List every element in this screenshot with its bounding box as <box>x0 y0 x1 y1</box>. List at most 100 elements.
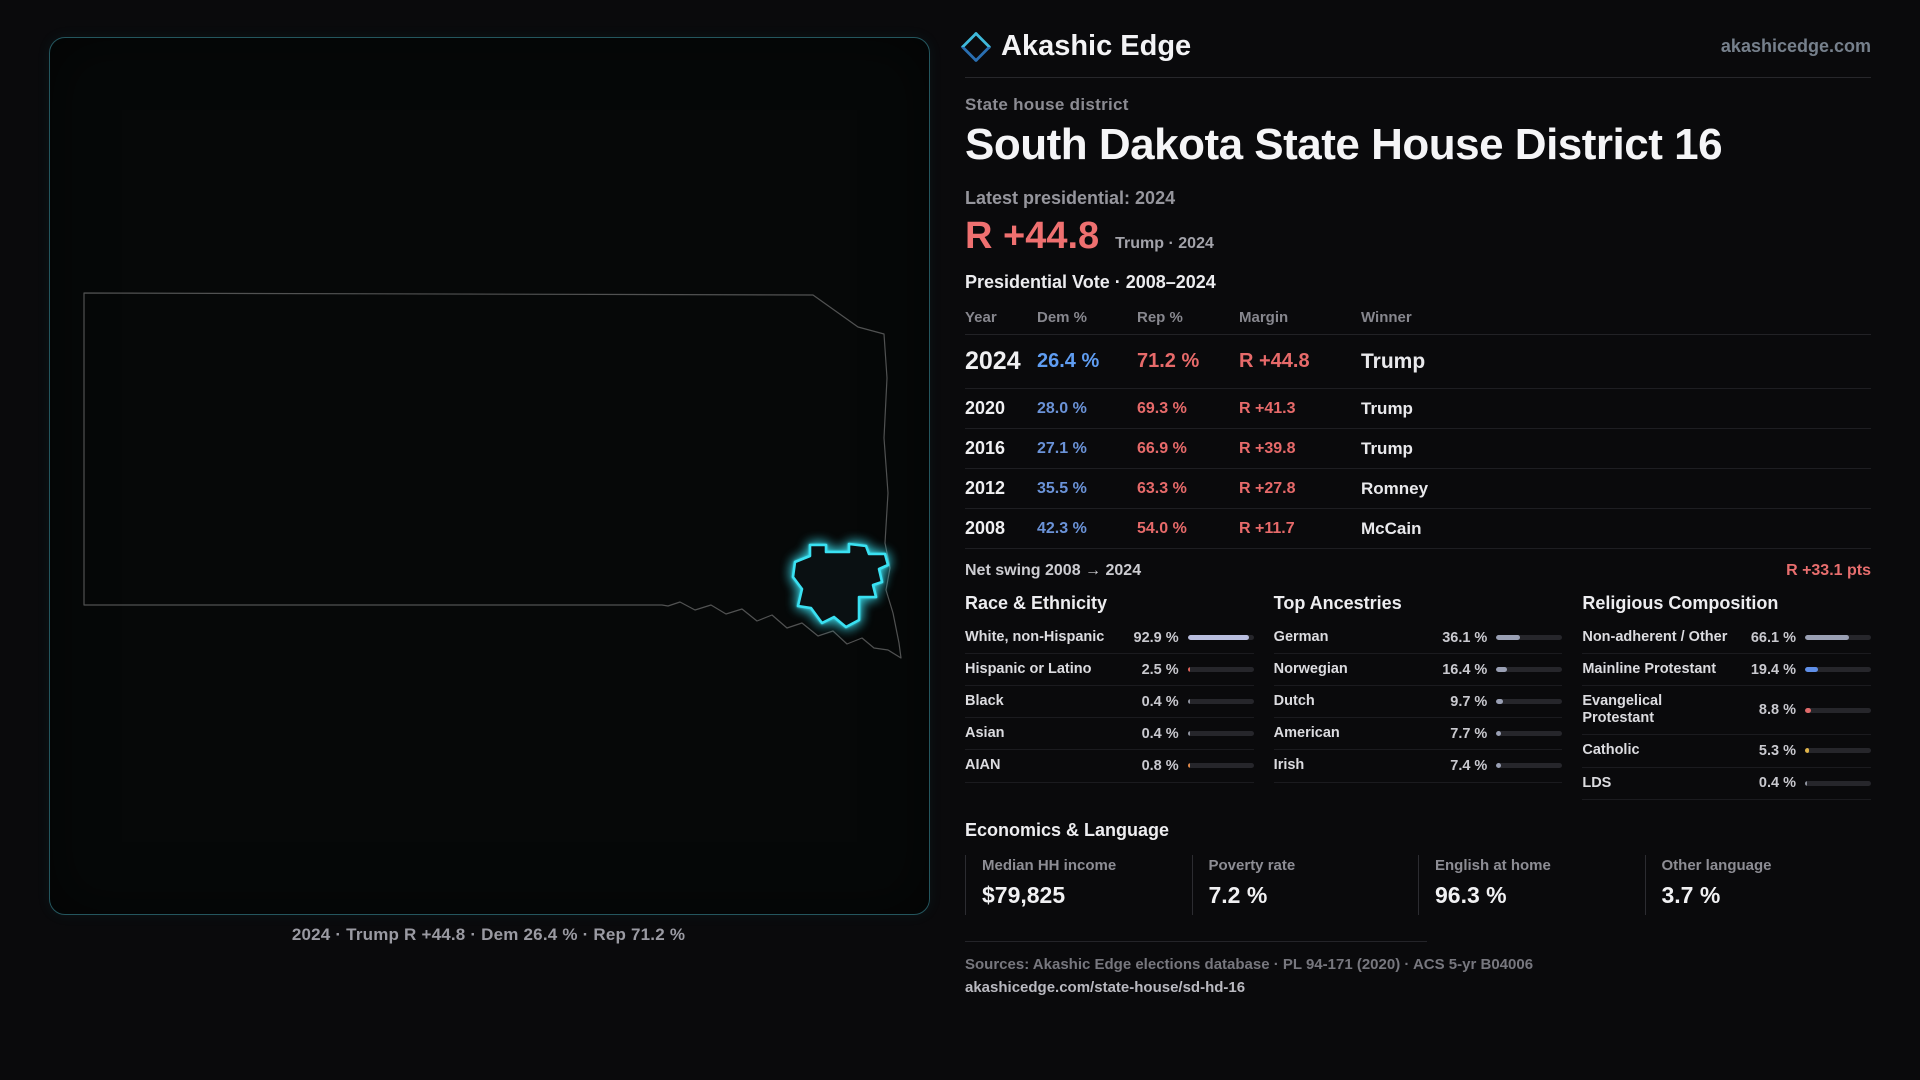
demo-value: 7.4 % <box>1450 757 1488 774</box>
category-label: State house district <box>965 95 1129 114</box>
demo-label: Catholic <box>1582 742 1640 759</box>
demo-label: Norwegian <box>1273 661 1348 678</box>
demo-label: Irish <box>1273 757 1305 774</box>
cell-year: 2024 <box>965 347 1021 375</box>
demo-value: 9.7 % <box>1450 693 1488 710</box>
demo-row: Asian 0.4 % <box>965 718 1254 751</box>
district-16-shape[interactable] <box>791 542 890 629</box>
demo-row: White, non-Hispanic 92.9 % <box>965 622 1254 655</box>
demo-bar-track <box>1496 667 1563 673</box>
headline-margin-sub: Trump · 2024 <box>1115 235 1214 252</box>
cell-rep: 54.0 % <box>1137 519 1187 537</box>
cell-rep: 66.9 % <box>1137 439 1187 457</box>
table-row: 2020 28.0 % 69.3 % R +41.3 Trump <box>965 389 1871 429</box>
demo-bar-track <box>1805 707 1872 713</box>
stat-label: English at home <box>1435 856 1551 874</box>
cell-year: 2008 <box>965 518 1006 538</box>
demo-row: Non-adherent / Other 66.1 % <box>1582 622 1872 655</box>
table-row: 2008 42.3 % 54.0 % R +11.7 McCain <box>965 509 1871 549</box>
demo-bar-track <box>1496 699 1563 705</box>
demo-bar-track <box>1496 635 1563 641</box>
table-header-row: Year Dem % Rep % Margin Winner <box>965 301 1871 335</box>
demo-bar-track <box>1805 667 1872 673</box>
demo-row: Hispanic or Latino 2.5 % <box>965 654 1254 687</box>
demo-bar-track <box>1187 667 1254 673</box>
demo-label: Non-adherent / Other <box>1582 629 1728 645</box>
demo-value: 19.4 % <box>1750 661 1797 678</box>
demo-col-title: Religious Composition <box>1582 593 1779 613</box>
table-row: 2012 35.5 % 63.3 % R +27.8 Romney <box>965 469 1871 509</box>
demo-value: 0.4 % <box>1141 693 1179 710</box>
stat-label: Poverty rate <box>1208 856 1296 874</box>
demo-value: 8.8 % <box>1758 702 1797 719</box>
demo-row: German 36.1 % <box>1273 622 1563 655</box>
stat-english-at-home: English at home 96.3 % <box>1418 854 1645 915</box>
stat-value: $79,825 <box>982 881 1066 908</box>
cell-winner: Trump <box>1361 438 1413 458</box>
demo-bar-fill <box>1496 667 1508 673</box>
demo-bar-track <box>1496 731 1563 737</box>
demo-col-title: Race & Ethnicity <box>965 593 1108 613</box>
demo-value: 2.5 % <box>1141 661 1179 678</box>
demo-bar-fill <box>1805 748 1809 754</box>
cell-margin: R +41.3 <box>1239 399 1296 417</box>
demo-label: Evangelical Protestant <box>1582 693 1663 727</box>
cell-margin: R +39.8 <box>1239 439 1296 457</box>
demo-row: Evangelical Protestant 8.8 % <box>1582 686 1872 736</box>
demo-value: 5.3 % <box>1758 742 1797 759</box>
demo-row: LDS 0.4 % <box>1582 768 1872 800</box>
economics-title: Economics & Language <box>965 819 1170 840</box>
cell-margin: R +27.8 <box>1239 479 1296 497</box>
cell-dem: 26.4 % <box>1037 350 1100 372</box>
demo-label: Hispanic or Latino <box>965 661 1092 678</box>
demo-col-race-ethnicity: Race & Ethnicity White, non-Hispanic 92.… <box>965 593 1254 800</box>
cell-rep: 63.3 % <box>1137 479 1187 497</box>
net-swing-value: R +33.1 pts <box>1786 562 1871 579</box>
headline-margin-value: R +44.8 <box>965 215 1100 257</box>
demo-row: AIAN 0.8 % <box>965 750 1254 783</box>
permalink[interactable]: akashicedge.com/state-house/sd-hd-16 <box>965 978 1246 996</box>
cell-dem: 27.1 % <box>1037 439 1087 457</box>
cell-winner: McCain <box>1361 518 1422 538</box>
footer-divider <box>965 940 1427 942</box>
table-row: 2016 27.1 % 66.9 % R +39.8 Trump <box>965 429 1871 469</box>
col-rep: Rep % <box>1137 309 1183 326</box>
demo-label: Black <box>965 693 1004 710</box>
col-year: Year <box>965 309 997 326</box>
stat-poverty-rate: Poverty rate 7.2 % <box>1191 854 1419 915</box>
state-outline-south-dakota <box>83 292 902 659</box>
demo-row: Black 0.4 % <box>965 686 1254 719</box>
presidential-vote-table: Year Dem % Rep % Margin Winner 2024 26.4… <box>965 301 1871 549</box>
demo-value: 0.4 % <box>1758 775 1797 792</box>
net-swing-label: Net swing 2008 → 2024 <box>965 562 1142 579</box>
demo-bar-track <box>1187 635 1254 641</box>
demo-bar-fill <box>1187 667 1190 673</box>
site-link[interactable]: akashicedge.com <box>1720 36 1871 56</box>
demo-bar-fill <box>1805 635 1849 641</box>
header: Akashic Edge akashicedge.com <box>960 30 1871 78</box>
demo-label: German <box>1273 629 1329 645</box>
demo-bar-track <box>1496 763 1563 769</box>
demo-bar-fill <box>1805 780 1807 786</box>
demographics-section: Race & Ethnicity White, non-Hispanic 92.… <box>965 593 1872 800</box>
stat-value: 3.7 % <box>1661 881 1721 908</box>
col-margin: Margin <box>1239 309 1289 326</box>
demo-col-top-ancestries: Top Ancestries German 36.1 % Norwegian 1… <box>1273 593 1563 800</box>
demo-label: Asian <box>965 725 1005 742</box>
demo-value: 0.8 % <box>1141 757 1179 774</box>
cell-year: 2016 <box>965 438 1006 458</box>
demo-row: American 7.7 % <box>1273 718 1563 751</box>
stat-label: Median HH income <box>982 856 1117 874</box>
cell-year: 2012 <box>965 478 1006 498</box>
demo-bar-track <box>1187 763 1254 769</box>
demo-bar-fill <box>1805 667 1818 673</box>
headline-margin-row: R +44.8 Trump · 2024 <box>965 215 1871 258</box>
demo-value: 66.1 % <box>1750 629 1797 646</box>
cell-winner: Romney <box>1361 478 1429 498</box>
vote-table-title: Presidential Vote · 2008–2024 <box>965 272 1216 292</box>
demo-bar-fill <box>1805 707 1811 713</box>
stat-value: 7.2 % <box>1208 881 1268 908</box>
demo-bar-fill <box>1187 699 1190 705</box>
demo-bar-fill <box>1187 731 1190 737</box>
demo-value: 36.1 % <box>1442 629 1488 646</box>
